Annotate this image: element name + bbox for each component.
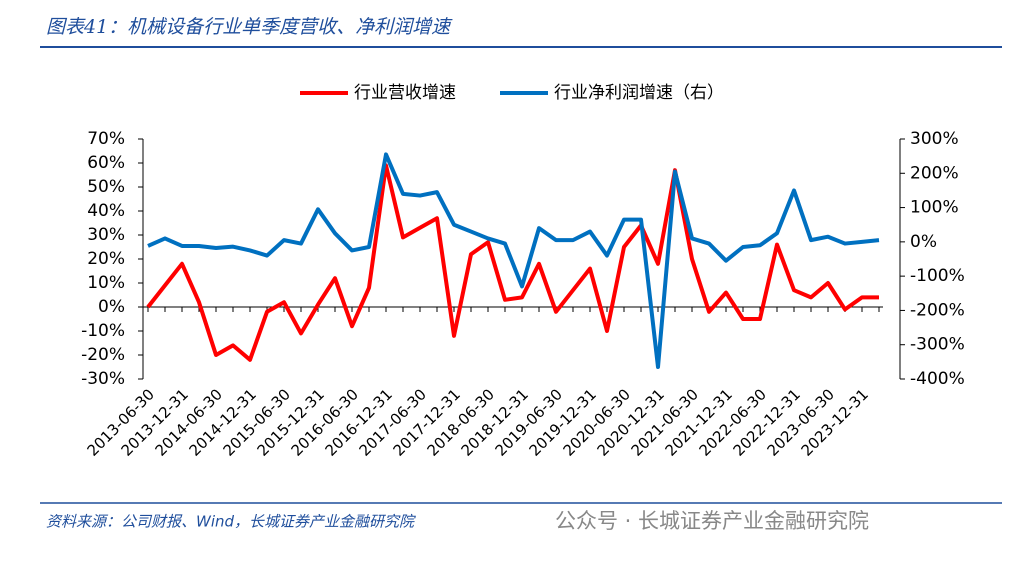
legend-label: 行业净利润增速（右） <box>554 83 724 103</box>
y2-tick-label: 0% <box>910 232 937 252</box>
y-tick-label: 20% <box>87 249 125 269</box>
source: 资料来源：公司财报、Wind，长城证券产业金融研究院 <box>46 513 416 531</box>
legend-label: 行业营收增速 <box>354 83 456 103</box>
series-line <box>146 163 879 362</box>
y-tick-label: 70% <box>87 129 125 149</box>
y-tick-label: 50% <box>87 177 125 197</box>
y-tick-label: -30% <box>81 369 125 389</box>
y-tick-label: 0% <box>98 297 125 317</box>
y2-tick-label: 300% <box>910 129 959 149</box>
y2-tick-label: -100% <box>910 266 965 286</box>
series-line <box>147 152 880 369</box>
y-tick-label: 40% <box>87 201 125 221</box>
y2-tick-label: -300% <box>910 335 965 355</box>
y-tick-label: 60% <box>87 153 125 173</box>
y2-tick-label: 200% <box>910 163 959 183</box>
watermark: 公众号 · 长城证券产业金融研究院 <box>555 509 869 533</box>
y-tick-label: -20% <box>81 345 125 365</box>
y2-tick-label: -200% <box>910 300 965 320</box>
chart-title: 图表41：机械设备行业单季度营收、净利润增速 <box>46 16 453 38</box>
y-tick-label: -10% <box>81 321 125 341</box>
y2-tick-label: -400% <box>910 369 965 389</box>
y-tick-label: 10% <box>87 273 125 293</box>
y2-tick-label: 100% <box>910 198 959 218</box>
y-tick-label: 30% <box>87 225 125 245</box>
